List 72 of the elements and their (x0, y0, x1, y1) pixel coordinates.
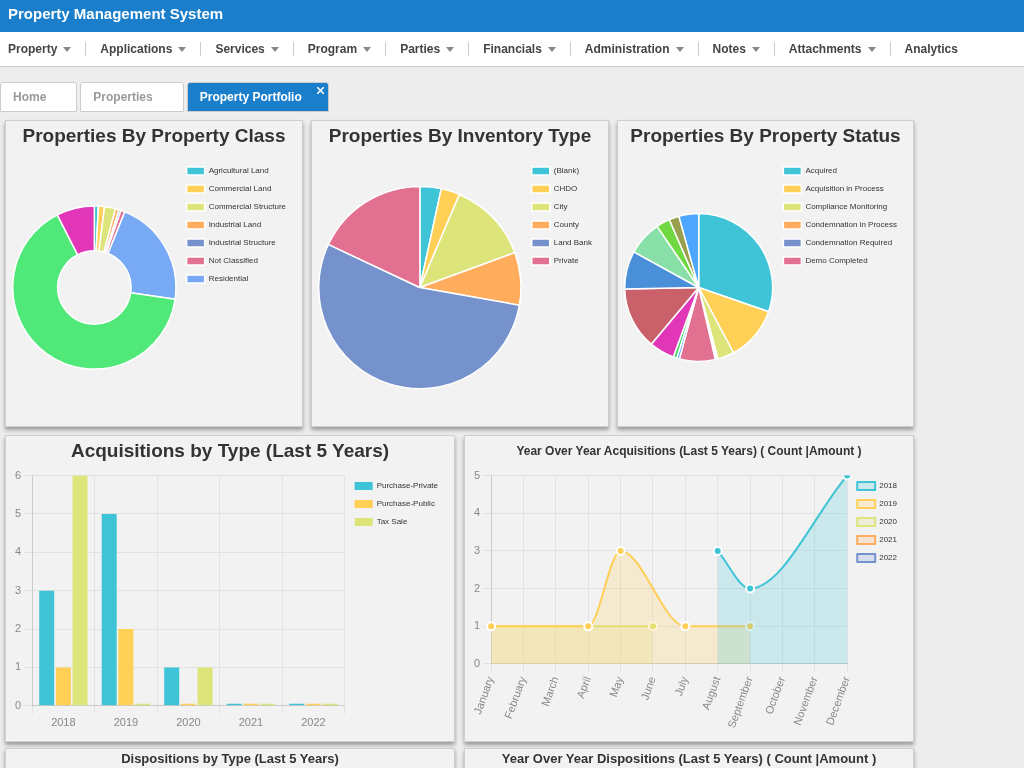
y-tick-label: 0 (14, 698, 22, 711)
legend-label: Commercial Land (208, 184, 272, 194)
legend-label: Tax Sale (376, 517, 408, 527)
x-tick-label: April (574, 674, 593, 700)
x-tick-label: March (538, 674, 561, 708)
legend-label: Industrial Structure (208, 238, 277, 248)
text: Year Over Year Dispositions (Last 5 Years) ( Count |Amount ) (465, 749, 913, 768)
x-tick-label: May (606, 674, 626, 699)
legend-label: CHDO (553, 184, 578, 194)
category-label: Applications (92, 42, 202, 56)
legend-label: 2022 (879, 553, 898, 563)
legend-label: Purchase-Private (376, 481, 439, 491)
x-tick-label: July (672, 674, 691, 698)
text: Properties (80, 82, 184, 112)
x-tick-label: 2021 (238, 716, 264, 729)
legend-label: City (553, 202, 568, 212)
y-tick-label: 5 (473, 468, 481, 481)
x-tick-label: June (638, 674, 658, 702)
legend-label: Acquisition in Process (805, 184, 884, 194)
y-tick-label: 5 (14, 507, 22, 519)
chart-title: Properties By Property Status (629, 124, 902, 148)
x-tick-label: August (699, 674, 723, 712)
chart-title: Year Over Year Acquisitions (Last 5 Years) ( Count |Amount ) (515, 443, 863, 460)
legend-label: Private (553, 256, 580, 266)
x-tick-label: 2019 (113, 716, 139, 729)
text: Property Management System (0, 0, 1024, 32)
category-label: Analytics (903, 42, 959, 56)
text: Home (0, 82, 78, 112)
legend-label: Not Classified (208, 256, 259, 266)
category-label: Services (207, 42, 294, 56)
legend-label: Purchase-Public (376, 499, 435, 509)
category-label: Financials (475, 42, 571, 56)
category-label: Property (0, 42, 87, 56)
y-tick-label: 3 (14, 583, 22, 596)
chart-title: Properties By Inventory Type (327, 124, 593, 148)
category-label: Administration (576, 42, 699, 56)
chart-title: Properties By Property Class (21, 124, 287, 148)
legend-label: 2020 (879, 517, 898, 527)
category-label: Notes (704, 42, 775, 56)
y-tick-label: 2 (14, 622, 22, 635)
y-tick-label: 1 (473, 619, 481, 632)
legend-label: County (553, 220, 580, 230)
legend-label: Land Bank (553, 238, 593, 248)
legend-label: Agricultural Land (208, 166, 269, 176)
legend-label: Demo Completed (805, 256, 868, 266)
category-label: Program (299, 42, 387, 56)
category-label: Parties (392, 42, 470, 56)
chart-title: Acquisitions by Type (Last 5 Years) (69, 439, 391, 463)
y-tick-label: 6 (14, 468, 22, 481)
y-tick-label: 4 (473, 506, 481, 519)
y-tick-label: 3 (473, 543, 481, 556)
y-tick-label: 1 (14, 660, 22, 673)
y-tick-label: 2 (473, 581, 481, 594)
legend-label: Residential (208, 274, 249, 284)
legend-label: 2019 (879, 499, 898, 509)
text: Property Portfolio (186, 82, 329, 112)
x-tick-label: 2022 (301, 716, 326, 729)
legend-label: Compliance Monitoring (805, 202, 888, 212)
y-tick-label: 4 (14, 545, 22, 558)
category-label: Attachments (780, 42, 891, 56)
legend-label: Condemnation Required (805, 238, 893, 248)
legend-label: 2018 (879, 481, 898, 491)
x-tick-label: 2020 (176, 716, 201, 729)
legend-label: 2021 (879, 535, 898, 545)
x-tick-label: 2018 (51, 716, 76, 729)
legend-label: (Blank) (553, 166, 580, 176)
legend-label: Commercial Structure (208, 202, 287, 212)
y-tick-label: 0 (473, 656, 481, 669)
legend-label: Condemnation in Process (805, 220, 897, 230)
legend-label: Industrial Land (208, 220, 262, 230)
legend-label: Acquired (805, 166, 837, 176)
text: Dispositions by Type (Last 5 Years) (6, 749, 454, 768)
